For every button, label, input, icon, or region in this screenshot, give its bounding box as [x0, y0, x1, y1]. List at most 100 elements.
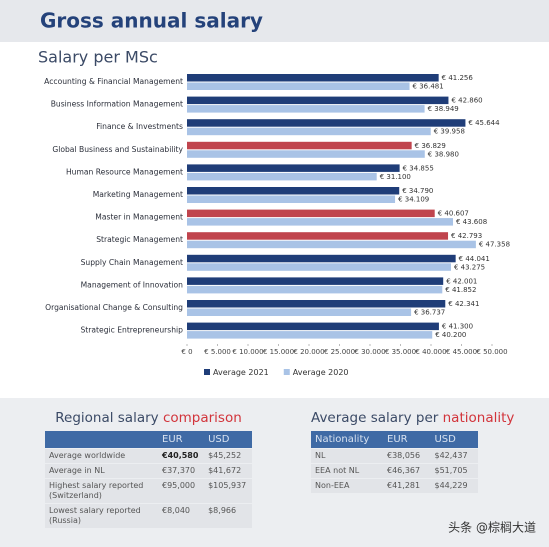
category-label: Global Business and Sustainability: [52, 145, 183, 154]
table-cell: $51,705: [430, 464, 478, 478]
table-body: NL €38,056 $42,437 EEA not NL €46,367 $51,705…: [311, 449, 478, 493]
x-tick-label: € 35.000: [385, 348, 416, 356]
category-label: Strategic Management: [96, 235, 183, 244]
table-cell: €37,370: [158, 464, 205, 478]
table-body: Average worldwide €40,580 $45,252 Average i…: [45, 449, 252, 528]
value-label: € 40.200: [435, 331, 466, 339]
x-tick-label: € 30.000: [354, 348, 385, 356]
value-label: € 36.829: [415, 142, 446, 150]
x-tick-label: € 25.000: [324, 348, 355, 356]
value-label: € 38.980: [428, 150, 459, 158]
category-label: Organisational Change & Consulting: [45, 303, 183, 312]
value-label: € 45.644: [468, 119, 500, 127]
bar: [187, 331, 433, 339]
bar: [187, 164, 400, 172]
x-tick-label: € 45.000: [446, 348, 477, 356]
category-label: Strategic Entrepreneurship: [80, 326, 183, 335]
table-cell: Average worldwide: [45, 449, 158, 463]
value-label: € 43.275: [454, 263, 485, 271]
table-cell: $105,937: [204, 479, 252, 503]
legend-swatch: [204, 369, 210, 375]
table-cell: €38,056: [383, 449, 431, 463]
table-title: Average salary per nationality: [311, 410, 514, 426]
category-label: Management of Innovation: [81, 280, 184, 289]
category-label: Human Resource Management: [66, 167, 183, 176]
table-cell: Average in NL: [45, 464, 158, 478]
value-label: € 42.793: [451, 232, 482, 240]
title-text: Average salary per: [311, 410, 439, 426]
table-cell: Highest salary reported (Switzerland): [45, 479, 158, 503]
table-cell: $45,252: [204, 449, 252, 463]
table-cell: $44,229: [430, 479, 478, 493]
table-cell: NL: [311, 449, 383, 463]
table-cell: $41,672: [204, 464, 252, 478]
category-label: Marketing Management: [93, 190, 183, 199]
table: Nationality EUR USD NL €38,056 $42,437 EEA not…: [311, 430, 478, 494]
category-label: Supply Chain Management: [81, 258, 183, 267]
table-cell: Non-EEA: [311, 479, 383, 493]
bar: [187, 74, 439, 82]
table-cell: €40,580: [158, 449, 205, 463]
table-cell: Lowest salary reported (Russia): [45, 504, 158, 528]
x-tick-label: € 20.000: [293, 348, 324, 356]
nationality-table: Average salary per nationality Nationali…: [311, 410, 514, 494]
value-label: € 42.341: [448, 300, 479, 308]
bar: [187, 141, 412, 150]
category-label: Master in Management: [95, 213, 183, 222]
value-label: € 34.109: [398, 196, 429, 204]
bar: [187, 232, 449, 240]
category-label: Business Information Management: [51, 100, 183, 109]
value-label: € 41.256: [442, 74, 474, 82]
value-label: € 38.949: [428, 105, 459, 113]
legend-swatch: [283, 369, 290, 375]
bar: [187, 127, 431, 136]
x-tick-label: € 50.000: [476, 348, 507, 356]
title-text: Regional salary: [55, 410, 159, 426]
value-label: € 39.958: [434, 128, 465, 136]
table-cell: EEA not NL: [311, 464, 383, 478]
bar: [187, 218, 454, 226]
header-cell: EUR: [158, 431, 205, 448]
bar: [187, 172, 377, 181]
value-label: € 47.358: [479, 241, 510, 249]
bar: [187, 96, 449, 105]
value-label: € 34.790: [402, 187, 433, 195]
value-label: € 41.852: [445, 286, 476, 294]
bar: [187, 322, 439, 331]
bar: [187, 195, 396, 203]
value-label: € 31.100: [380, 173, 411, 181]
x-tick-label: € 40.000: [415, 348, 446, 356]
title-highlight: comparison: [162, 410, 242, 426]
chart-title: Salary per MSc: [38, 48, 158, 67]
table-cell: €46,367: [383, 464, 431, 478]
table-cell: $8,966: [204, 504, 252, 528]
table-row: EEA not NL €46,367 $51,705: [311, 464, 478, 478]
table-row: Highest salary reported (Switzerland) €95…: [45, 479, 252, 503]
legend-label: Average 2020: [293, 368, 349, 377]
bar: [187, 277, 444, 285]
header-row: Nationality EUR USD: [311, 431, 478, 448]
header-cell: USD: [204, 431, 252, 448]
header-band: [0, 0, 549, 42]
value-label: € 42.001: [446, 277, 477, 285]
value-label: € 42.860: [451, 97, 482, 105]
header-cell: USD: [430, 431, 478, 448]
table-row: Average worldwide €40,580 $45,252: [45, 449, 252, 463]
table-cell: €95,000: [158, 479, 205, 503]
bar: [187, 240, 476, 249]
bar: [187, 209, 435, 218]
regional-table: Regional salary comparison EUR USD Average…: [45, 410, 252, 529]
table-cell: €8,040: [158, 504, 205, 528]
bar: [187, 82, 410, 90]
bar: [187, 254, 456, 263]
table-cell: $42,437: [430, 449, 478, 463]
x-tick-label: € 5.000: [204, 348, 231, 356]
bar: [187, 150, 425, 158]
value-label: € 41.300: [442, 323, 473, 331]
value-label: € 40.607: [438, 210, 469, 218]
header-cell: [45, 431, 158, 448]
table-row: Lowest salary reported (Russia) €8,040 $8,…: [45, 504, 252, 528]
legend-label: Average 2021: [213, 368, 269, 377]
table-row: NL €38,056 $42,437: [311, 449, 478, 463]
